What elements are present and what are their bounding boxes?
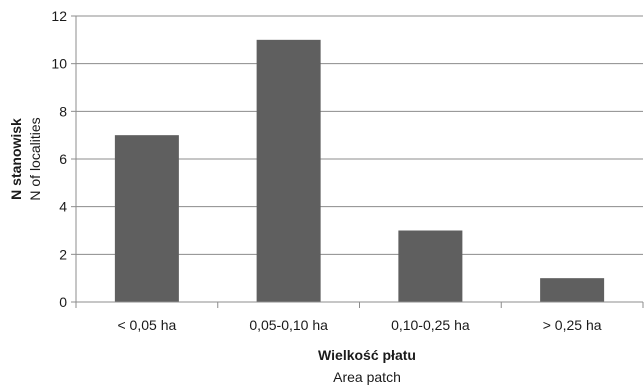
y-tick-label: 8 — [59, 103, 67, 119]
y-axis-subtitle: N of localities — [27, 117, 43, 200]
y-tick-label: 2 — [59, 246, 67, 262]
y-tick-label: 10 — [51, 56, 67, 72]
x-tick-label: 0,05-0,10 ha — [249, 317, 328, 333]
axes — [71, 15, 644, 308]
x-tick-label: 0,10-0,25 ha — [391, 317, 470, 333]
x-axis-subtitle: Area patch — [333, 369, 401, 385]
y-tick-label: 12 — [51, 8, 67, 24]
bar — [256, 39, 321, 302]
bar — [540, 278, 605, 302]
x-axis-title: Wielkość płatu — [318, 347, 416, 363]
x-tick-label: < 0,05 ha — [117, 317, 176, 333]
bar — [398, 230, 463, 302]
x-tick-label: > 0,25 ha — [543, 317, 602, 333]
y-tick-label: 6 — [59, 151, 67, 167]
y-tick-labels: 0 2 4 6 8 10 12 — [51, 8, 67, 310]
y-tick-label: 0 — [59, 294, 67, 310]
y-axis-title: N stanowisk — [8, 118, 24, 200]
y-tick-label: 4 — [59, 199, 67, 215]
bar — [114, 135, 179, 302]
x-tick-labels: < 0,05 ha 0,05-0,10 ha 0,10-0,25 ha > 0,25 … — [117, 317, 601, 333]
bars — [114, 39, 605, 302]
